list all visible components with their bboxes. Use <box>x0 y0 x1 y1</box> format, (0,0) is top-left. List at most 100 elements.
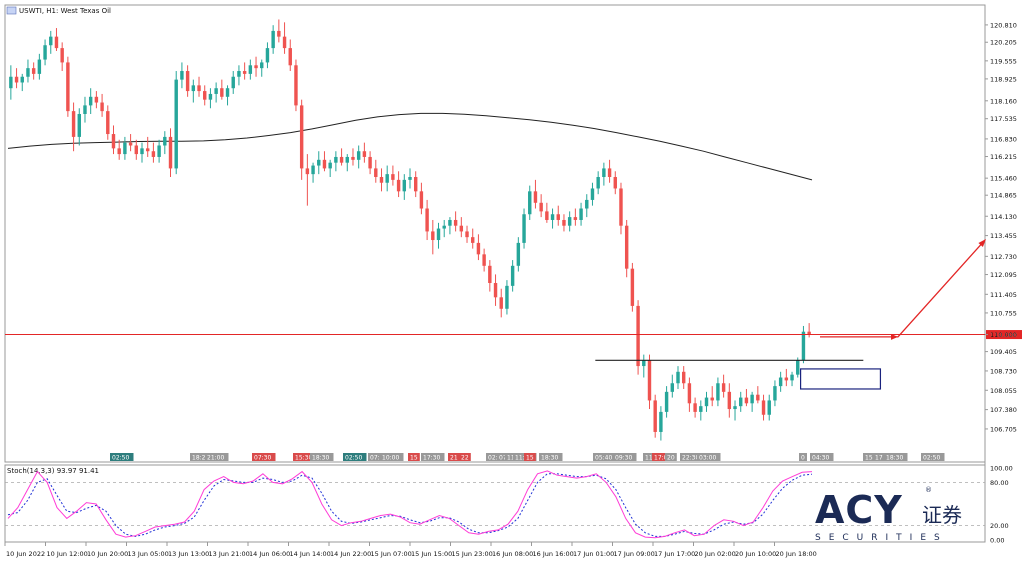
candle-body <box>191 85 196 92</box>
candle-body <box>408 177 412 180</box>
price-axis: 120.810 120.205 119.555 118.925 118.160 117.5… <box>985 21 1017 433</box>
candle-body <box>624 225 629 269</box>
time-tick-label: 20 Jun 02:00 <box>695 550 736 558</box>
price-tick-label: 116.830 <box>990 135 1017 143</box>
consolidation-box <box>799 368 882 390</box>
candle-body <box>328 162 332 169</box>
candle-body <box>642 360 646 367</box>
candle-body <box>425 208 429 232</box>
candle-body <box>613 177 617 189</box>
event-marker-label: 0 <box>801 455 805 462</box>
candle-body <box>659 411 663 432</box>
symbol-header: USWTI, H1: West Texas Oil <box>19 7 111 15</box>
event-marker <box>652 453 676 461</box>
candle-body <box>471 237 475 243</box>
event-marker-label: 18:30 <box>541 455 558 462</box>
time-tick-label: 20 Jun 10:00 <box>735 550 776 558</box>
candle-body <box>168 136 173 169</box>
event-marker-label: 21:00 <box>207 455 224 462</box>
time-tick-label: 17 Jun 09:00 <box>614 550 655 558</box>
candle-body <box>49 36 53 46</box>
candle-body <box>254 65 258 69</box>
logo-brand: ACY <box>815 488 903 532</box>
stoch-tick-label: 20.00 <box>990 522 1009 530</box>
event-marker-label: 20 <box>667 455 675 462</box>
candle-body <box>322 159 327 169</box>
candle-body <box>214 88 218 94</box>
candle-body <box>710 397 714 401</box>
event-marker-label: 07:30 <box>254 455 271 462</box>
event-marker <box>680 453 704 461</box>
stoch-tick-label: 0.00 <box>990 537 1004 545</box>
candle-body <box>533 191 538 203</box>
event-marker-label: 11 <box>645 455 653 462</box>
candle-body <box>140 148 144 155</box>
event-marker-label: 11:00 <box>515 455 532 462</box>
candle-body <box>488 265 492 283</box>
stoch-tick-label: 100.00 <box>990 465 1013 473</box>
candle-body <box>773 386 777 401</box>
candle-body <box>522 214 526 243</box>
candle-body <box>20 76 24 83</box>
candle-body <box>374 168 378 178</box>
candle-body <box>248 65 253 74</box>
event-marker-label: 15:30 <box>295 455 312 462</box>
ma-line <box>7 112 813 181</box>
candles <box>9 19 811 441</box>
price-tick-label: 108.055 <box>990 387 1017 395</box>
event-marker-label: 02:50 <box>112 455 129 462</box>
logo-cn: 证券 <box>922 503 962 527</box>
candle-body <box>721 383 726 392</box>
candle-body <box>676 371 680 384</box>
candle-body <box>94 96 99 103</box>
candle-body <box>379 177 384 183</box>
candle-body <box>37 59 42 74</box>
candle-body <box>231 76 235 89</box>
event-marker-label: 05:40 <box>595 455 612 462</box>
price-tick-label: 111.405 <box>990 291 1017 299</box>
time-tick-label: 10 Jun 20:00 <box>87 550 128 558</box>
event-marker <box>459 453 471 461</box>
candle-body <box>493 282 498 298</box>
event-marker <box>539 453 563 461</box>
candle-body <box>123 142 127 155</box>
event-marker <box>697 453 721 461</box>
price-tick-label: 109.405 <box>990 348 1017 356</box>
candle-body <box>362 151 367 157</box>
candle-body <box>784 377 789 381</box>
candle-body <box>391 174 395 180</box>
arrow-head-mid <box>891 333 898 340</box>
acy-logo: ACY ® 证券 SECURITIES <box>815 486 962 543</box>
time-tick-label: 15 Jun 15:00 <box>411 550 452 558</box>
candle-body <box>459 225 464 232</box>
candle-body <box>739 397 743 407</box>
time-tick-label: 15 Jun 23:00 <box>452 550 493 558</box>
candle-body <box>54 36 59 49</box>
candle-body <box>311 165 315 175</box>
candle-body <box>704 397 709 407</box>
price-tick-label: 112.095 <box>990 271 1017 279</box>
candle-body <box>453 219 458 226</box>
candle-body <box>607 168 612 178</box>
candle-body <box>476 242 481 255</box>
candle-body <box>220 88 224 97</box>
event-marker <box>505 453 517 461</box>
candle-body <box>277 30 281 37</box>
candle-body <box>88 96 93 106</box>
candle-body <box>539 202 543 212</box>
annotations: 110.000 <box>5 239 1022 390</box>
candle-body <box>716 383 720 401</box>
candle-body <box>465 231 469 238</box>
time-tick-label: 14 Jun 22:00 <box>330 550 371 558</box>
candle-body <box>14 76 19 83</box>
candle-body <box>71 111 76 137</box>
time-tick-label: 16 Jun 08:00 <box>492 550 533 558</box>
price-tag-box <box>986 330 1022 340</box>
arrow-head-end <box>978 239 986 247</box>
candle-body <box>242 71 247 74</box>
price-tick-label: 120.205 <box>990 39 1017 47</box>
event-marker <box>110 453 134 461</box>
candle-body <box>744 397 749 404</box>
candle-body <box>556 214 560 220</box>
candle-body <box>305 168 310 175</box>
